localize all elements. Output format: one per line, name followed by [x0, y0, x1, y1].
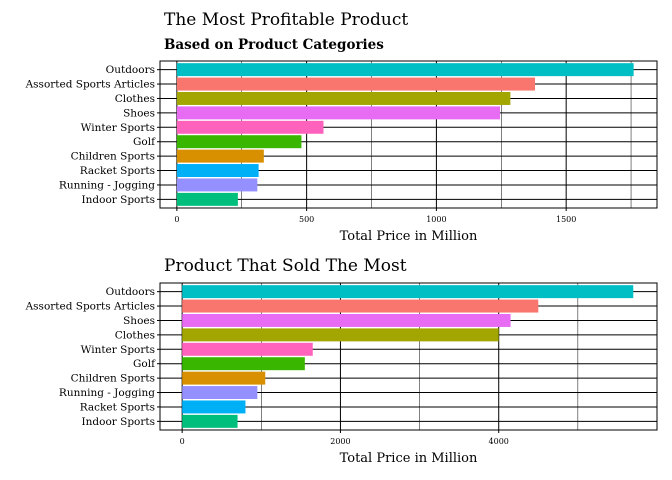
- category-label: Shoes: [123, 107, 155, 119]
- x-tick-label: 4000: [489, 437, 509, 446]
- bar: [182, 342, 313, 356]
- x-tick-label: 2000: [330, 437, 350, 446]
- bar: [176, 120, 324, 134]
- category-label: Outdoors: [106, 286, 155, 298]
- category-label: Indoor Sports: [82, 194, 156, 206]
- category-label: Clothes: [115, 93, 155, 105]
- bar: [182, 313, 511, 327]
- bar: [176, 63, 634, 77]
- bar: [182, 400, 246, 414]
- x-tick-label: 0: [174, 215, 179, 224]
- bar: [182, 357, 305, 371]
- category-label: Indoor Sports: [82, 416, 156, 428]
- category-label: Children Sports: [71, 151, 155, 163]
- category-label: Outdoors: [106, 64, 155, 76]
- bar: [176, 91, 511, 105]
- category-label: Clothes: [115, 329, 155, 341]
- x-tick-label: 500: [299, 215, 314, 224]
- bar: [176, 135, 302, 149]
- category-label: Assorted Sports Articles: [25, 301, 155, 313]
- chart-1-plot: Outdoors Assorted Sports Articles Clothes S…: [25, 60, 658, 244]
- plot-border: [159, 282, 658, 431]
- chart-1-title: The Most Profitable Product: [164, 10, 409, 30]
- chart-1-subtitle: Based on Product Categories: [164, 37, 384, 53]
- x-axis-title: Total Price in Million: [340, 451, 478, 466]
- bar: [182, 414, 238, 428]
- bar: [182, 371, 266, 385]
- category-label: Running - Jogging: [59, 179, 155, 191]
- category-label: Racket Sports: [80, 401, 155, 413]
- bar: [182, 328, 499, 342]
- bar: [176, 77, 536, 91]
- category-label: Golf: [133, 136, 156, 148]
- x-tick-label: 1000: [426, 215, 446, 224]
- category-label: Running - Jogging: [59, 387, 155, 399]
- x-axis-title: Total Price in Million: [340, 229, 478, 244]
- chart-2-title: Product That Sold The Most: [164, 256, 407, 276]
- category-label: Children Sports: [71, 373, 155, 385]
- chart-2-plot: Outdoors Assorted Sports Articles Shoes Clo…: [25, 282, 658, 466]
- plot-border: [159, 60, 658, 209]
- bar: [182, 299, 539, 313]
- category-label: Assorted Sports Articles: [25, 79, 155, 91]
- bar: [182, 285, 634, 299]
- bar: [176, 106, 500, 120]
- category-label: Shoes: [123, 315, 155, 327]
- bar: [176, 149, 264, 163]
- x-tick-label: 0: [180, 437, 185, 446]
- bar: [176, 178, 258, 192]
- bar: [182, 386, 258, 400]
- category-label: Winter Sports: [81, 344, 155, 356]
- category-label: Golf: [133, 358, 156, 370]
- bar: [176, 164, 259, 178]
- category-label: Racket Sports: [80, 165, 155, 177]
- category-label: Winter Sports: [81, 122, 155, 134]
- x-tick-label: 1500: [556, 215, 576, 224]
- bar: [176, 192, 238, 206]
